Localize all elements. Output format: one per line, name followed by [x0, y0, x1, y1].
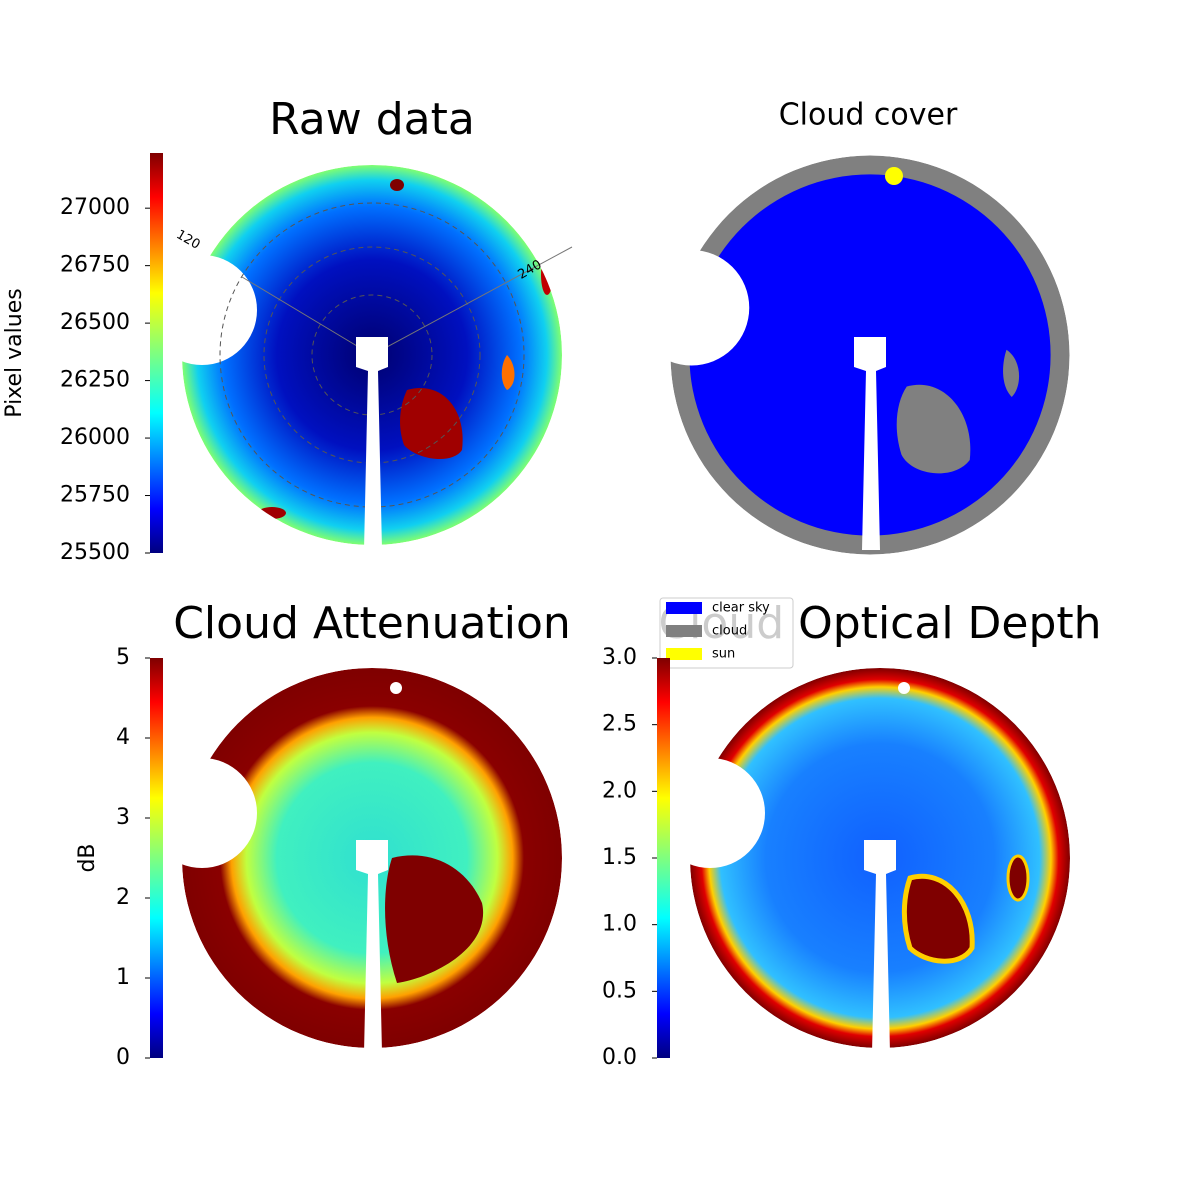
- tick-label: 27000: [60, 195, 130, 220]
- colorbar: [150, 153, 163, 553]
- legend-swatch: [666, 602, 702, 614]
- tick-label: 4: [116, 725, 130, 750]
- tick-label: 0: [116, 1045, 130, 1070]
- panel-title: Raw data: [269, 94, 475, 145]
- colorbar-label: Pixel values: [2, 288, 27, 417]
- colorbar: [150, 658, 163, 1058]
- legend-swatch: [666, 625, 702, 637]
- legend-label: sun: [712, 647, 735, 662]
- tick-label: 26500: [60, 310, 130, 335]
- tick-label: 3: [116, 805, 130, 830]
- tick-label: 2: [116, 885, 130, 910]
- tick-label: 26750: [60, 253, 130, 278]
- legend-swatch: [666, 648, 702, 660]
- legend-label: clear sky: [712, 601, 770, 616]
- raw-image: [182, 165, 573, 551]
- tick-label: 26000: [60, 425, 130, 450]
- tick-label: 1.5: [602, 845, 637, 870]
- tick-label: 25750: [60, 483, 130, 508]
- tick-label: 25500: [60, 540, 130, 565]
- tick-label: 26250: [60, 368, 130, 393]
- tick-label: 3.0: [602, 645, 637, 670]
- tick-label: 0.5: [602, 978, 637, 1003]
- tick-label: 1.0: [602, 912, 637, 937]
- tick-label: 0.0: [602, 1045, 637, 1070]
- cloud-mask-image: [670, 155, 1070, 555]
- optical-depth-image: [690, 668, 1070, 1053]
- attenuation-image: [182, 668, 562, 1053]
- tick-label: 5: [116, 645, 130, 670]
- colorbar: [657, 658, 670, 1058]
- legend-label: cloud: [712, 624, 747, 639]
- tick-label: 2.0: [602, 778, 637, 803]
- tick-label: 1: [116, 965, 130, 990]
- colorbar-label: dB: [75, 843, 100, 872]
- azimuth-label: 120: [173, 227, 202, 252]
- panel-title: Cloud cover: [779, 98, 958, 133]
- tick-label: 2.5: [602, 712, 637, 737]
- panel-title: Cloud Attenuation: [173, 598, 571, 649]
